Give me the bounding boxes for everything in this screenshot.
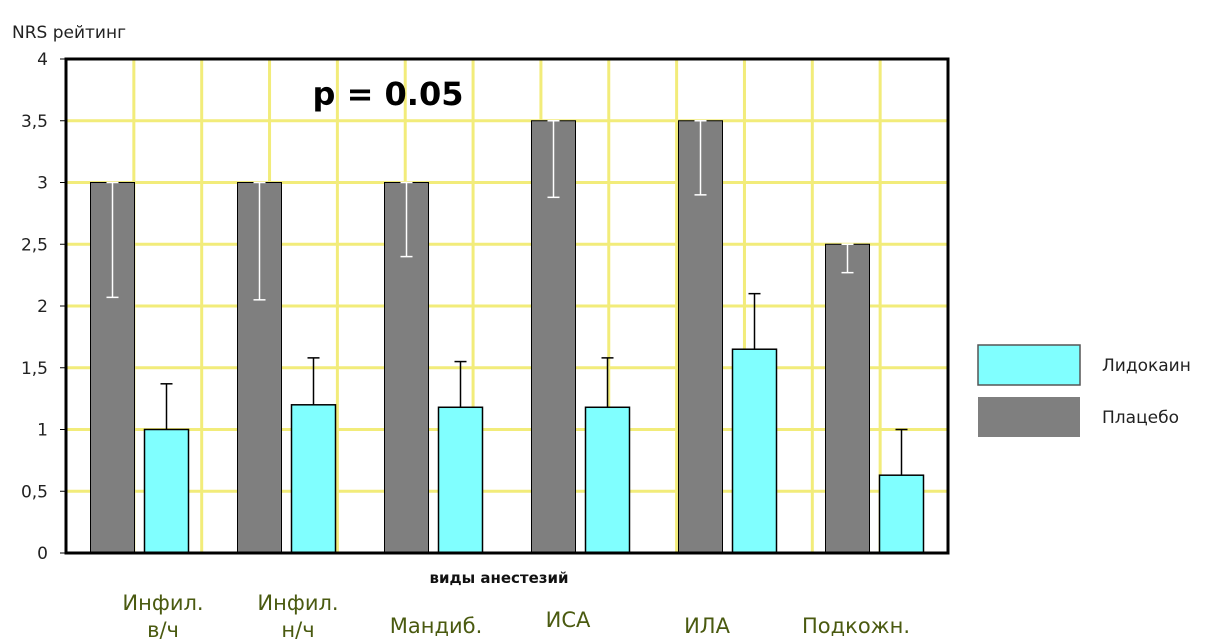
x-category-labels: Инфил. в/ч Инфил. н/ч Мандиб. ИСА ИЛА Подкожн. <box>122 591 910 639</box>
y-tick-label: 1 <box>37 421 48 441</box>
bar-placebo <box>825 243 870 554</box>
legend-label: Лидокаин <box>1102 356 1191 376</box>
legend-label: Плацебо <box>1102 408 1179 428</box>
y-tick-label: 3,5 <box>21 112 48 132</box>
bar-lidocaine <box>878 474 925 554</box>
y-tick-label: 0,5 <box>21 482 48 502</box>
error-bars <box>106 120 908 476</box>
x-category-label: в/ч <box>147 618 179 639</box>
p-value-annotation: p = 0.05 <box>313 75 464 113</box>
x-category-label: Инфил. <box>257 591 338 615</box>
x-category-label: ИЛА <box>684 614 731 638</box>
y-tick-label: 1,5 <box>21 359 48 379</box>
x-category-label: Мандиб. <box>390 614 483 638</box>
legend: Лидокаин Плацебо <box>977 344 1191 437</box>
y-axis-title: NRS рейтинг <box>12 23 126 43</box>
legend-swatch <box>978 397 1080 437</box>
y-tick-label: 2,5 <box>21 235 48 255</box>
bars <box>90 120 925 554</box>
y-tick-label: 2 <box>37 297 48 317</box>
bar-lidocaine <box>731 348 778 554</box>
x-category-label: Инфил. <box>122 591 203 615</box>
legend-swatch <box>977 344 1081 386</box>
bar-lidocaine <box>290 404 337 554</box>
x-category-label: ИСА <box>546 608 591 632</box>
y-tick-label: 0 <box>37 544 48 564</box>
bar-lidocaine <box>143 428 190 554</box>
x-category-label: Подкожн. <box>802 614 910 638</box>
y-ticks: 0 0,5 1 1,5 2 2,5 3 3,5 4 <box>21 50 66 564</box>
bar-lidocaine <box>584 406 631 554</box>
x-axis-title: виды анестезий <box>429 569 568 587</box>
bar-lidocaine <box>437 406 484 554</box>
bar-placebo <box>678 120 723 554</box>
y-tick-label: 3 <box>37 174 48 194</box>
x-category-label: н/ч <box>281 618 314 639</box>
y-tick-label: 4 <box>37 50 48 70</box>
